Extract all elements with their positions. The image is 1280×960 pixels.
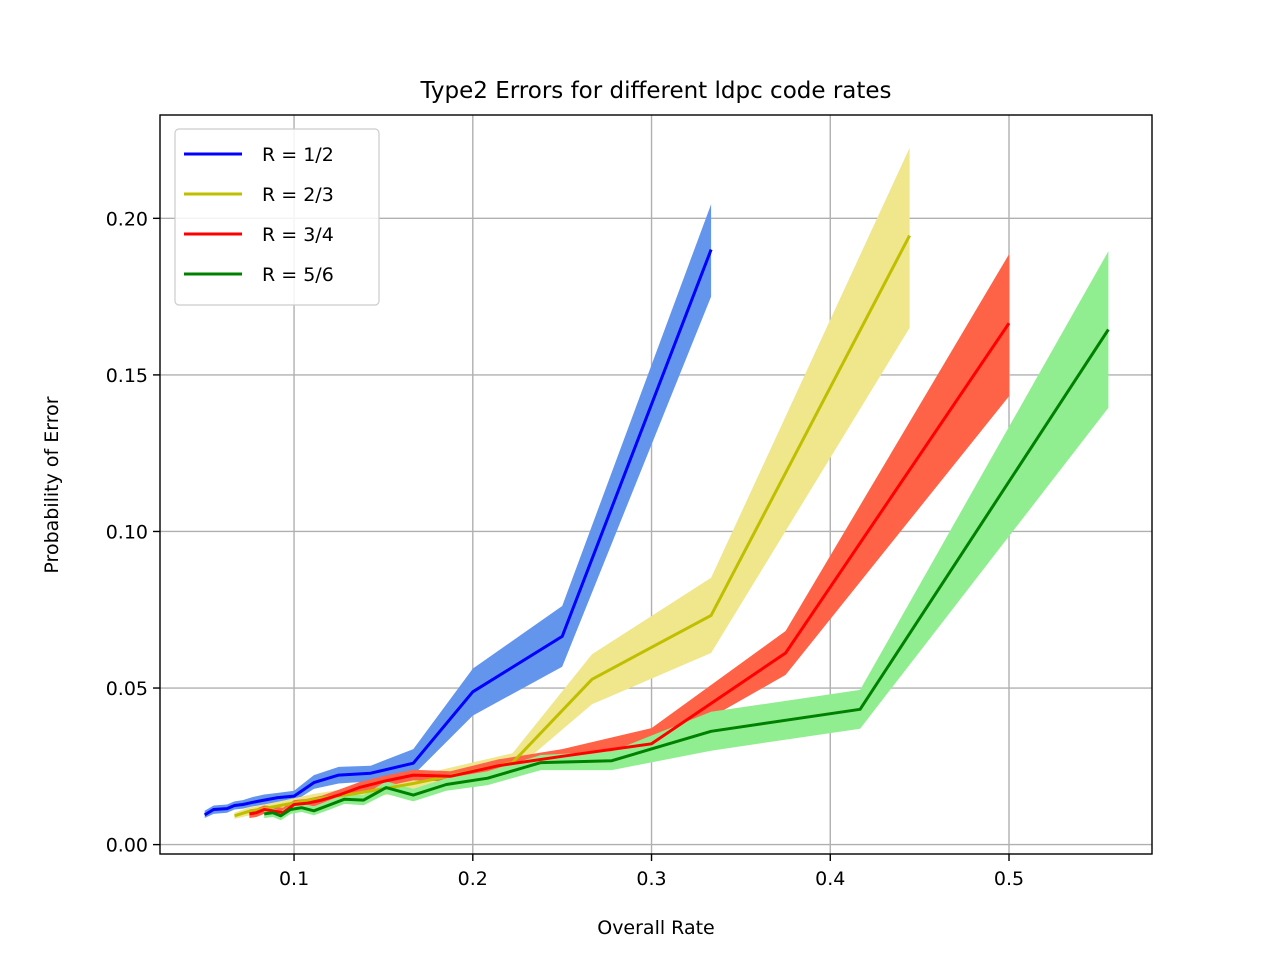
y-axis-label: Probability of Error — [41, 396, 63, 573]
line-r-5-6 — [263, 328, 1110, 818]
y-tick-label: 0.10 — [106, 521, 148, 543]
y-tick-label: 0.00 — [106, 835, 148, 857]
legend-item-r-2-3: R = 2/3 — [184, 184, 334, 206]
line-r-2-3 — [234, 234, 911, 818]
y-tick-label: 0.15 — [106, 365, 148, 387]
legend-label: R = 2/3 — [262, 184, 334, 206]
legend-label: R = 3/4 — [262, 224, 334, 246]
legend: R = 1/2 R = 2/3 R = 3/4 R = 5/6 — [174, 128, 380, 306]
chart-title: Type2 Errors for different ldpc code rat… — [419, 78, 891, 104]
legend-label: R = 1/2 — [262, 144, 334, 166]
legend-item-r-5-6: R = 5/6 — [184, 264, 334, 286]
line-r-3-4 — [249, 322, 1011, 816]
line-r-1-2 — [203, 249, 713, 817]
plot-area-frame — [159, 114, 1153, 855]
x-tick-label: 0.2 — [458, 868, 488, 890]
x-tick-label: 0.3 — [636, 868, 666, 890]
y-tick-label: 0.20 — [106, 208, 148, 230]
legend-item-r-1-2: R = 1/2 — [184, 144, 334, 166]
legend-label: R = 5/6 — [262, 264, 334, 286]
band-r-3-4 — [249, 254, 1009, 819]
grid-lines — [160, 115, 1152, 854]
band-r-2-3 — [234, 147, 910, 819]
series-lines — [203, 234, 1110, 818]
x-tick-label: 0.5 — [994, 868, 1024, 890]
legend-item-r-3-4: R = 3/4 — [184, 224, 334, 246]
x-tick-label: 0.4 — [815, 868, 845, 890]
axis-ticks: 0.1 0.2 0.3 0.4 0.5 0.00 0.05 0.10 0.15 0.20 — [106, 208, 1024, 890]
x-axis-label: Overall Rate — [597, 917, 715, 939]
y-tick-label: 0.05 — [106, 678, 148, 700]
legend-box — [174, 128, 380, 306]
x-tick-label: 0.1 — [279, 868, 309, 890]
band-r-5-6 — [264, 251, 1109, 821]
